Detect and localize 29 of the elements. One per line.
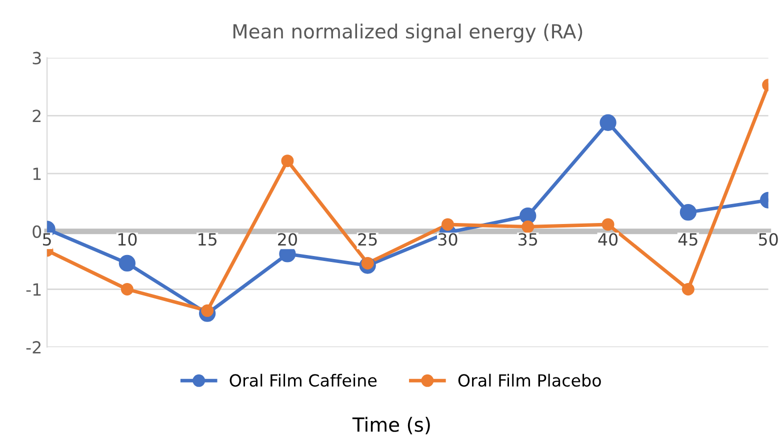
x-axis-title: Time (s) <box>352 416 430 434</box>
y-tick-label: -2 <box>26 341 41 354</box>
point <box>602 218 614 231</box>
point <box>680 204 697 221</box>
x-tick-label: 30 <box>438 233 458 246</box>
x-tick-label: 35 <box>518 233 538 246</box>
point <box>118 254 136 272</box>
legend-label: Oral Film Caffeine <box>230 374 377 387</box>
point <box>522 220 534 234</box>
point <box>682 283 694 296</box>
y-tick-label: 0 <box>32 225 42 238</box>
y-tick-label: -1 <box>26 283 41 296</box>
chart-title: Mean normalized signal energy (RA) <box>233 24 582 42</box>
point <box>120 283 134 296</box>
x-tick-label: 25 <box>358 233 377 246</box>
x-tick-label: 10 <box>118 233 137 246</box>
point <box>600 114 616 131</box>
point <box>442 218 454 231</box>
x-tick-label: 15 <box>198 233 216 246</box>
x-tick-label: 5 <box>43 233 51 246</box>
x-tick-label: 45 <box>678 233 698 246</box>
y-tick-label: 1 <box>33 168 41 180</box>
point <box>281 154 294 168</box>
x-tick-label: 50 <box>759 233 778 246</box>
y-tick-label: 2 <box>32 110 41 122</box>
x-tick-label: 20 <box>278 233 297 246</box>
legend-label: Oral Film Placebo <box>458 374 601 387</box>
x-tick-label: 40 <box>598 233 618 246</box>
y-tick-label: 3 <box>32 52 41 64</box>
